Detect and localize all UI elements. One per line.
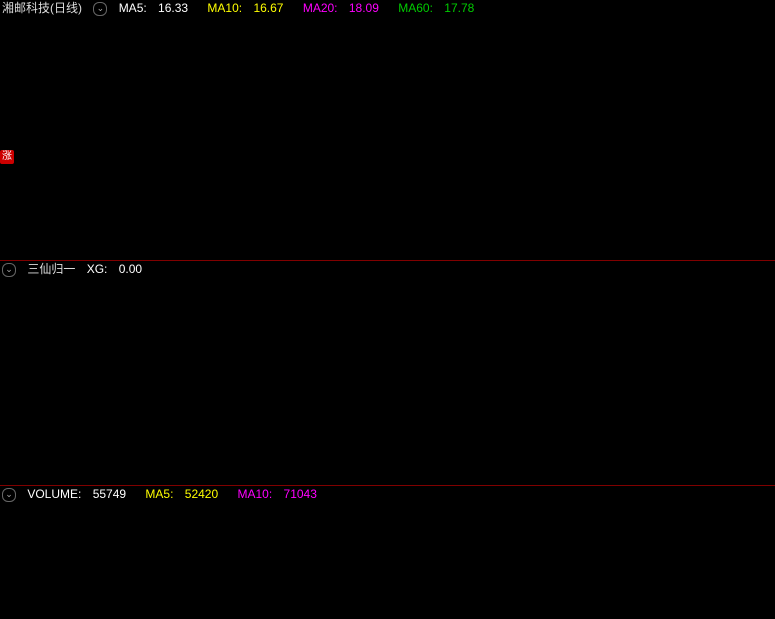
stock-title: 湘邮科技(日线) [2, 1, 82, 15]
chevron-down-icon[interactable]: ⌄ [93, 2, 107, 16]
chevron-down-icon[interactable]: ⌄ [2, 263, 16, 277]
ma20-label: MA20: 18.09 [303, 1, 387, 15]
candlestick-chart[interactable] [0, 0, 300, 150]
indicator-panel[interactable]: ⌄ 三仙归一 XG: 0.00 [0, 260, 775, 485]
volume-header: ⌄ VOLUME: 55749 MA5: 52420 MA10: 71043 [2, 487, 333, 502]
vol-ma10-label: MA10: 71043 [238, 487, 325, 501]
rise-badge: 涨 [0, 150, 14, 164]
candlestick-panel[interactable]: 湘邮科技(日线) ⌄ MA5: 16.33 MA10: 16.67 MA20: … [0, 0, 775, 260]
indicator-title: 三仙归一 [27, 262, 75, 276]
ma10-label: MA10: 16.67 [207, 1, 291, 15]
chevron-down-icon[interactable]: ⌄ [2, 488, 16, 502]
vol-ma5-label: MA5: 52420 [145, 487, 226, 501]
xg-label: XG: 0.00 [87, 262, 150, 276]
volume-label: VOLUME: 55749 [27, 487, 134, 501]
volume-chart[interactable] [0, 486, 300, 619]
indicator-header: ⌄ 三仙归一 XG: 0.00 [2, 262, 158, 277]
ma5-label: MA5: 16.33 [119, 1, 196, 15]
main-header: 湘邮科技(日线) ⌄ MA5: 16.33 MA10: 16.67 MA20: … [2, 1, 490, 16]
volume-panel[interactable]: ⌄ VOLUME: 55749 MA5: 52420 MA10: 71043 [0, 485, 775, 600]
ma60-label: MA60: 17.78 [398, 1, 482, 15]
indicator-chart[interactable] [0, 261, 300, 411]
